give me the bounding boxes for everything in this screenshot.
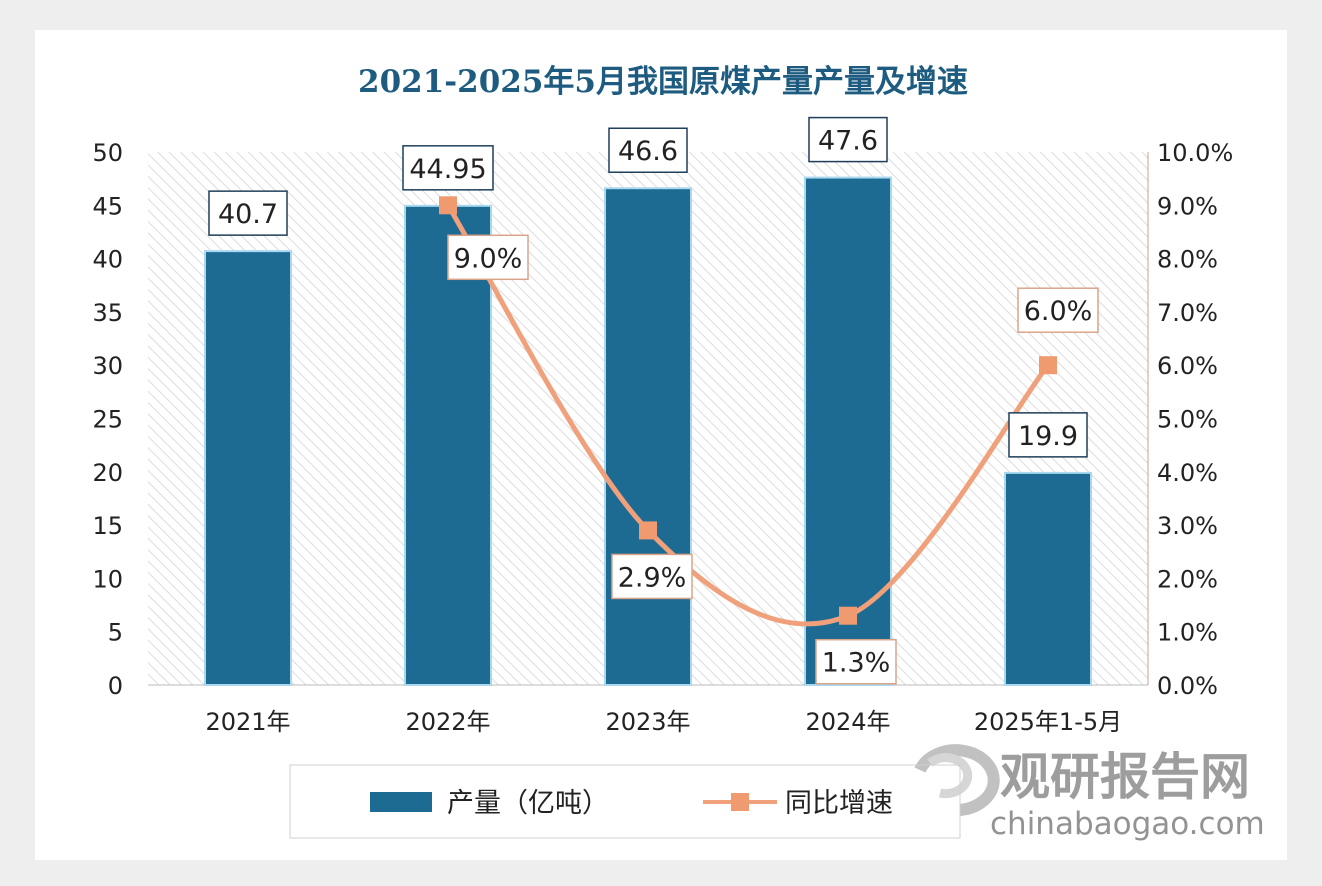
growth-marker — [1039, 356, 1057, 375]
growth-value-label: 2.9% — [618, 562, 687, 593]
bar-value-label-box — [1008, 412, 1088, 458]
bar-value-label: 44.95 — [409, 154, 486, 185]
chart-title: 2021-2025年5月我国原煤产量产量及增速 — [358, 64, 968, 100]
growth-value-label: 9.0% — [454, 243, 523, 274]
growth-value-label-box — [1017, 287, 1099, 333]
right-tick-label: 1.0% — [1157, 619, 1218, 647]
left-tick-label: 45 — [92, 192, 123, 220]
watermark-url: chinabaogao.com — [990, 806, 1265, 842]
growth-marker — [439, 196, 457, 215]
left-tick-label: 20 — [92, 459, 123, 487]
bar — [404, 204, 492, 686]
left-tick-label: 35 — [92, 299, 123, 327]
legend-line-marker — [731, 793, 749, 811]
legend-line-label: 同比增速 — [785, 788, 893, 819]
left-tick-label: 5 — [108, 619, 123, 647]
bar — [804, 176, 892, 686]
left-tick-label: 0 — [108, 672, 123, 700]
category-label: 2021年 — [205, 708, 290, 736]
legend-bar-label: 产量（亿吨） — [447, 788, 609, 819]
chart-card: 2021-2025年5月我国原煤产量产量及增速 0 5 10 15 20 25 30 35 40… — [35, 30, 1287, 860]
right-tick-label: 10.0% — [1157, 139, 1233, 167]
watermark-name: 观研报告网 — [1000, 748, 1250, 806]
right-tick-label: 7.0% — [1157, 299, 1218, 327]
bar — [204, 250, 292, 686]
legend: 产量（亿吨） 同比增速 — [289, 764, 961, 839]
right-tick-label: 0.0% — [1157, 672, 1218, 700]
left-tick-label: 40 — [92, 246, 123, 274]
growth-value-label-box — [447, 234, 529, 281]
left-tick-label: 50 — [92, 139, 123, 167]
growth-marker — [839, 606, 857, 625]
chart: 2021-2025年5月我国原煤产量产量及增速 0 5 10 15 20 25 30 35 40… — [92, 64, 1265, 842]
right-tick-label: 4.0% — [1157, 459, 1218, 487]
growth-value-label-box — [611, 553, 693, 600]
watermark: 观研报告网 chinabaogao.com — [914, 744, 1265, 842]
bar-value-label: 47.6 — [818, 126, 878, 157]
growth-value-label: 1.3% — [822, 648, 891, 679]
category-label: 2024年 — [805, 708, 890, 736]
bar-value-label: 40.7 — [218, 199, 278, 230]
left-tick-label: 15 — [92, 512, 123, 540]
category-label: 2022年 — [405, 708, 490, 736]
watermark-logo-icon — [914, 744, 1000, 816]
growth-marker — [639, 521, 657, 540]
right-tick-label: 9.0% — [1157, 192, 1218, 220]
left-tick-label: 25 — [92, 406, 123, 434]
left-tick-label: 10 — [92, 565, 123, 593]
category-label: 2025年1-5月 — [974, 708, 1122, 736]
bar-value-label-box — [208, 190, 288, 236]
category-label: 2023年 — [605, 708, 690, 736]
bar-value-label: 19.9 — [1018, 421, 1078, 452]
bar-value-label-box — [608, 127, 688, 173]
right-tick-label: 6.0% — [1157, 352, 1218, 380]
bar-value-label-box — [402, 145, 494, 191]
right-tick-label: 8.0% — [1157, 246, 1218, 274]
growth-value-label: 6.0% — [1024, 296, 1093, 327]
growth-line — [445, 203, 1050, 627]
right-tick-label: 3.0% — [1157, 512, 1218, 540]
left-tick-label: 30 — [92, 352, 123, 380]
bar — [1004, 471, 1092, 686]
legend-bar-swatch — [370, 792, 432, 812]
right-tick-label: 5.0% — [1157, 406, 1218, 434]
bar-value-label: 46.6 — [618, 136, 678, 167]
bar-value-label-box — [808, 116, 888, 163]
bar — [604, 187, 692, 687]
right-tick-label: 2.0% — [1157, 565, 1218, 593]
growth-value-label-box — [815, 638, 897, 685]
